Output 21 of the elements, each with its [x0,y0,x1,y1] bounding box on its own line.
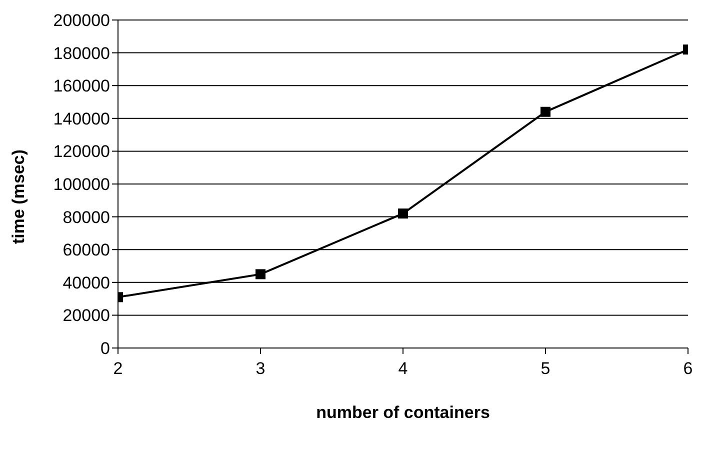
x-tick-label: 3 [256,359,266,378]
y-tick-label: 120000 [53,142,110,162]
y-tick-label: 80000 [62,208,110,227]
y-tick-label: 60000 [62,240,110,260]
y-tick-label: 40000 [62,273,110,292]
y-tick-label: 140000 [53,109,110,128]
y-tick-label: 20000 [62,306,110,326]
y-tick-label: 0 [100,339,110,358]
x-tick-label: 4 [398,359,408,378]
y-tick-label: 160000 [53,76,110,96]
x-tick-label: 2 [113,359,123,378]
point [398,208,408,219]
point [256,269,266,280]
point [540,106,550,117]
y-tick-label: 200000 [53,11,110,30]
y-axis-title: time (msec) [9,150,28,244]
y-tick-label: 100000 [53,175,110,194]
x-tick-label: 5 [540,359,550,378]
x-axis-title: number of containers [316,403,490,422]
x-tick-label: 6 [683,359,693,378]
y-tick-label: 180000 [53,44,110,63]
